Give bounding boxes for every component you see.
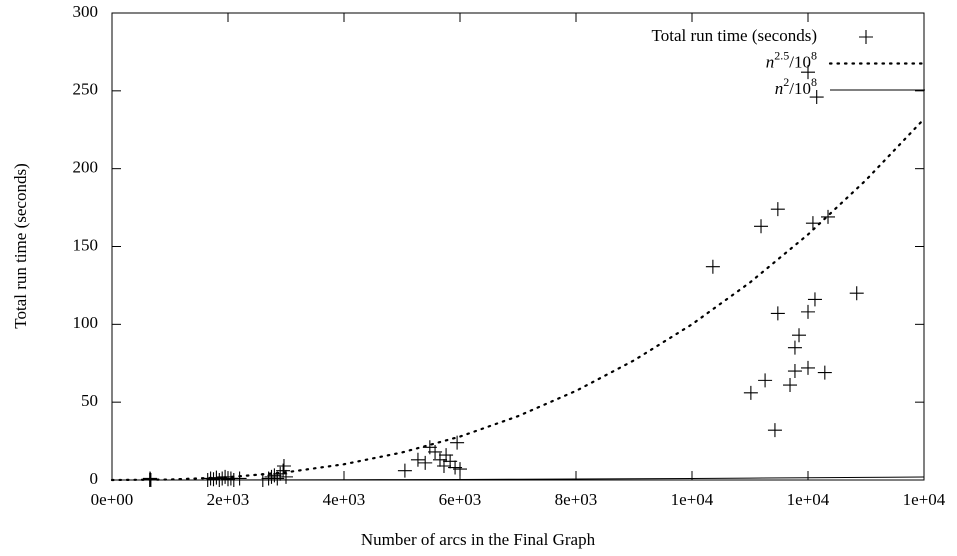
data-point xyxy=(754,219,769,234)
data-point xyxy=(787,340,802,355)
data-point xyxy=(758,373,773,388)
x-tick-label: 1e+04 xyxy=(671,490,714,509)
x-tick-label: 1e+04 xyxy=(903,490,946,509)
data-point xyxy=(807,292,822,307)
y-tick-label: 300 xyxy=(73,2,99,21)
x-tick-label: 1e+04 xyxy=(787,490,830,509)
data-point xyxy=(821,209,836,224)
data-point xyxy=(770,202,785,217)
data-point xyxy=(264,469,279,484)
y-tick-label: 200 xyxy=(73,158,99,177)
curve xyxy=(110,117,926,482)
x-tick-label: 6e+03 xyxy=(439,490,482,509)
data-point xyxy=(787,364,802,379)
data-point xyxy=(232,471,247,486)
legend-label: n2.5/108 xyxy=(766,48,817,71)
legend-label: n2/108 xyxy=(775,75,817,98)
data-point xyxy=(428,444,443,459)
y-tick-label: 150 xyxy=(73,235,99,254)
x-tick-label: 4e+03 xyxy=(323,490,366,509)
data-point xyxy=(743,385,758,400)
y-tick-label: 100 xyxy=(73,313,99,332)
y-tick-label: 0 xyxy=(90,469,99,488)
data-point xyxy=(767,423,782,438)
legend-label: Total run time (seconds) xyxy=(652,26,817,45)
curve xyxy=(111,476,925,481)
data-point xyxy=(397,463,412,478)
data-point xyxy=(809,90,824,105)
x-tick-label: 0e+00 xyxy=(91,490,134,509)
data-point xyxy=(276,458,291,473)
y-axis-label: Total run time (seconds) xyxy=(11,163,30,328)
data-point xyxy=(849,286,864,301)
data-point xyxy=(410,452,425,467)
data-point xyxy=(450,435,465,450)
data-point xyxy=(418,455,433,470)
data-point xyxy=(801,65,815,80)
data-point xyxy=(770,306,785,321)
data-point xyxy=(439,448,454,463)
x-axis-label: Number of arcs in the Final Graph xyxy=(361,530,596,549)
data-point xyxy=(801,360,815,375)
data-point xyxy=(783,378,798,393)
data-point xyxy=(206,472,221,487)
data-point xyxy=(273,466,288,481)
data-point xyxy=(817,365,832,380)
data-point xyxy=(453,462,467,477)
data-point xyxy=(705,259,720,274)
y-tick-label: 250 xyxy=(73,80,99,99)
data-point xyxy=(792,328,807,343)
legend-marker xyxy=(859,30,873,44)
data-point xyxy=(221,472,235,487)
data-point xyxy=(801,304,815,319)
y-tick-label: 50 xyxy=(81,391,98,410)
data-point xyxy=(805,216,820,231)
x-tick-label: 2e+03 xyxy=(207,490,250,509)
x-tick-label: 8e+03 xyxy=(555,490,598,509)
